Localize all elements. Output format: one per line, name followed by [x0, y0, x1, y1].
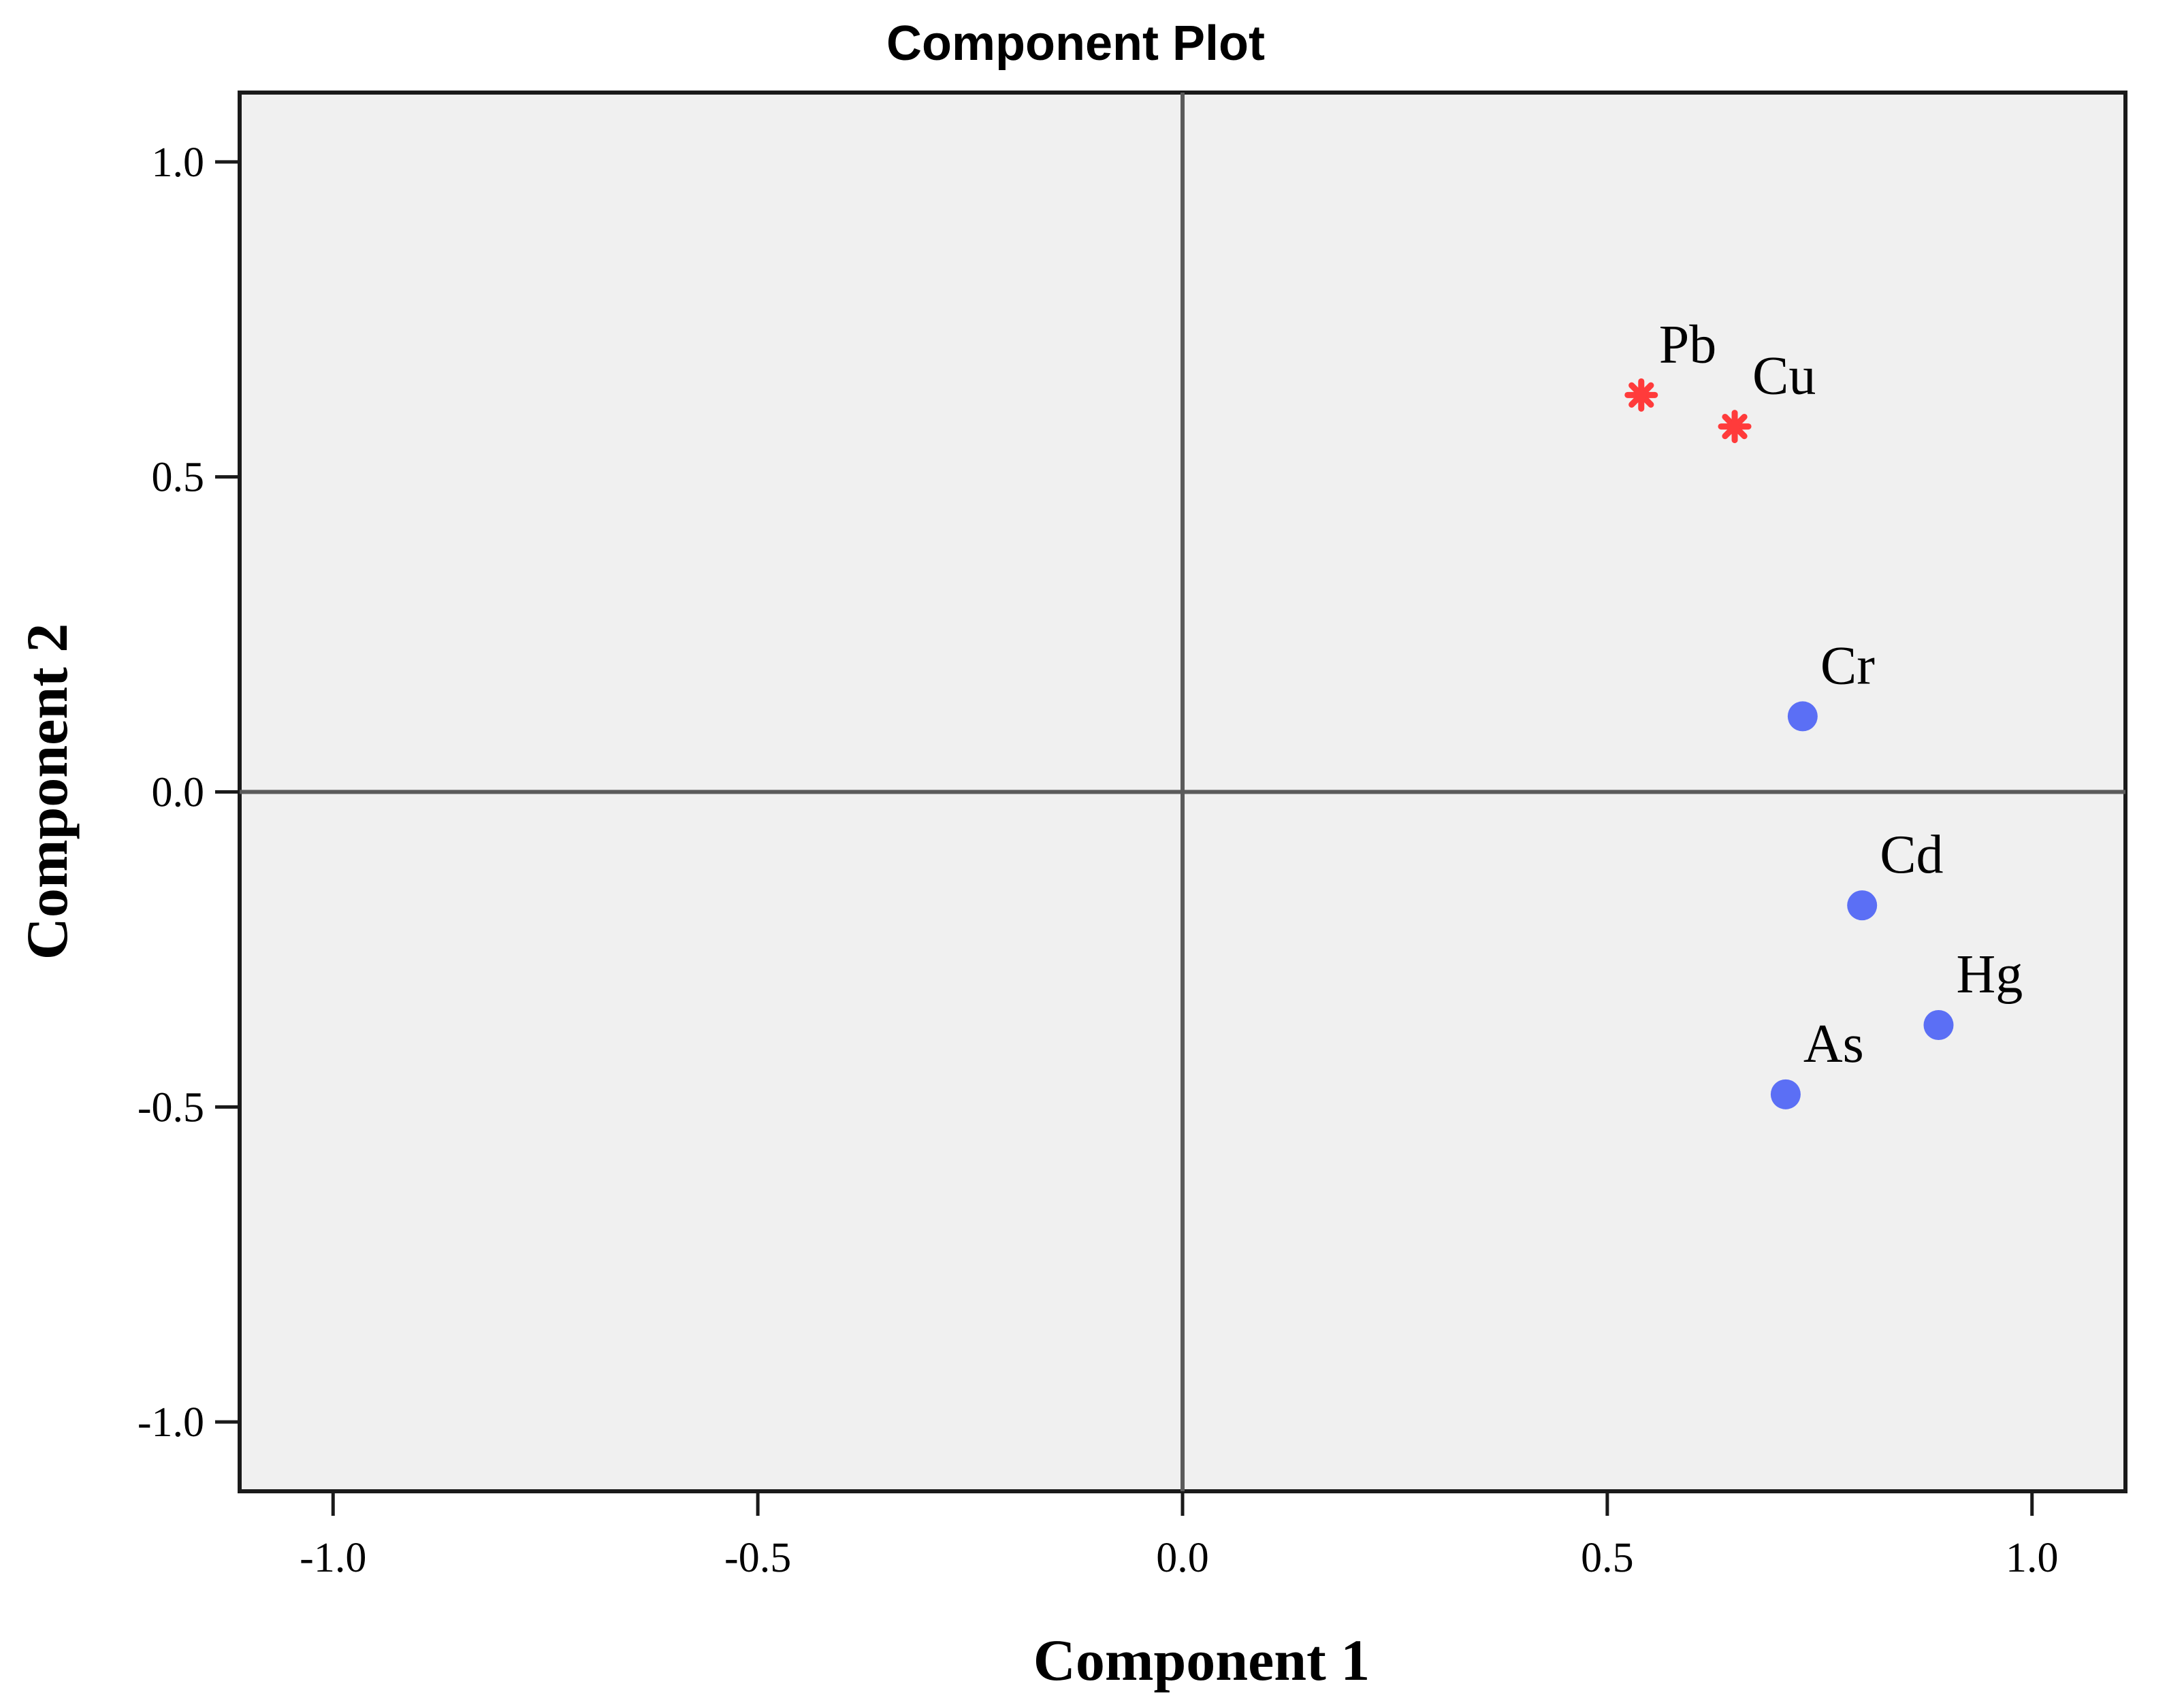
- data-point-hg: Hg: [1923, 945, 2023, 1040]
- x-tick-label: 1.0: [2006, 1535, 2059, 1581]
- x-axis-ticks: -1.0 -0.5 0.0 0.5 1.0: [300, 1491, 2058, 1581]
- y-tick-label: 0.5: [152, 455, 205, 501]
- point-label: Pb: [1659, 314, 1717, 374]
- y-axis-label: Component 2: [14, 623, 80, 960]
- x-tick-label: 0.5: [1581, 1535, 1634, 1581]
- data-point-cu: Cu: [1718, 346, 1816, 444]
- y-tick-label: 0.0: [152, 770, 205, 816]
- y-tick-label: -1.0: [138, 1399, 204, 1446]
- point-label: As: [1803, 1014, 1864, 1074]
- y-tick-label: -0.5: [138, 1084, 204, 1131]
- x-tick-label: -0.5: [724, 1535, 791, 1581]
- point-label: Cr: [1820, 636, 1875, 696]
- point-label: Cu: [1752, 346, 1816, 406]
- data-point-cd: Cd: [1847, 825, 1944, 921]
- circle-marker: [1923, 1010, 1954, 1040]
- data-point-pb: Pb: [1624, 314, 1717, 412]
- circle-marker: [1770, 1079, 1801, 1109]
- y-tick-label: 1.0: [152, 140, 205, 186]
- star-marker: [1624, 378, 1658, 412]
- data-point-as: As: [1770, 1014, 1864, 1109]
- point-label: Cd: [1880, 825, 1943, 885]
- point-label: Hg: [1956, 945, 2023, 1005]
- y-axis-ticks: -1.0 -0.5 0.0 0.5 1.0: [138, 140, 240, 1446]
- x-axis-label: Component 1: [1033, 1627, 1370, 1693]
- circle-marker: [1787, 701, 1818, 732]
- circle-marker: [1847, 890, 1878, 921]
- x-tick-label: -1.0: [300, 1535, 366, 1581]
- data-point-cr: Cr: [1787, 636, 1875, 732]
- x-tick-label: 0.0: [1156, 1535, 1209, 1581]
- star-marker: [1718, 410, 1752, 444]
- chart-title: Component Plot: [886, 16, 1265, 71]
- reference-lines: [240, 93, 2125, 1491]
